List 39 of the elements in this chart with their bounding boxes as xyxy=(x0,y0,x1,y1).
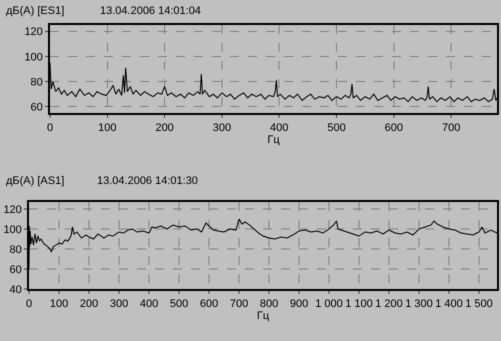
y-tick-label: 80 xyxy=(10,244,22,256)
chart-title: дБ(A) [AS1] xyxy=(6,175,64,187)
x-tick-label: 600 xyxy=(200,298,218,310)
x-tick-label: 200 xyxy=(155,122,174,134)
x-tick-label: 1 400 xyxy=(435,298,463,310)
chart-title: дБ(A) [ES1] xyxy=(6,5,64,17)
y-tick-label: 40 xyxy=(10,284,22,296)
x-axis-title: Гц xyxy=(267,134,280,146)
x-tick-label: 1 500 xyxy=(465,298,493,310)
y-tick-label: 120 xyxy=(24,26,43,38)
x-tick-label: 400 xyxy=(270,122,288,134)
x-tick-label: 600 xyxy=(384,122,404,134)
x-tick-label: 900 xyxy=(290,298,308,310)
x-tick-label: 400 xyxy=(140,298,158,310)
y-tick-label: 100 xyxy=(24,51,43,64)
x-tick-label: 1 100 xyxy=(345,298,373,310)
x-tick-label: 100 xyxy=(98,122,116,134)
x-tick-label: 300 xyxy=(212,122,232,134)
x-tick-label: 0 xyxy=(26,298,32,310)
x-axis-title: Гц xyxy=(256,310,270,322)
y-tick-label: 80 xyxy=(30,76,43,88)
x-tick-label: 500 xyxy=(327,122,346,134)
x-tick-label: 0 xyxy=(46,122,54,134)
x-tick-label: 200 xyxy=(80,298,98,310)
chart-subtitle: 13.04.2006 14:01:04 xyxy=(100,5,201,17)
y-tick-label: 60 xyxy=(30,102,43,114)
x-tick-label: 800 xyxy=(260,298,278,310)
x-tick-label: 500 xyxy=(170,298,188,310)
chart-subtitle: 13.04.2006 14:01:30 xyxy=(97,175,198,187)
x-tick-label: 700 xyxy=(442,122,460,134)
x-tick-label: 1 000 xyxy=(315,298,343,310)
x-tick-label: 700 xyxy=(230,298,248,310)
x-tick-label: 100 xyxy=(50,298,68,310)
y-tick-label: 60 xyxy=(10,264,22,276)
x-tick-label: 1 300 xyxy=(405,298,433,310)
y-tick-label: 120 xyxy=(3,204,22,216)
y-tick-label: 100 xyxy=(3,224,22,236)
x-tick-label: 300 xyxy=(110,298,128,310)
x-tick-label: 1 200 xyxy=(375,298,403,310)
